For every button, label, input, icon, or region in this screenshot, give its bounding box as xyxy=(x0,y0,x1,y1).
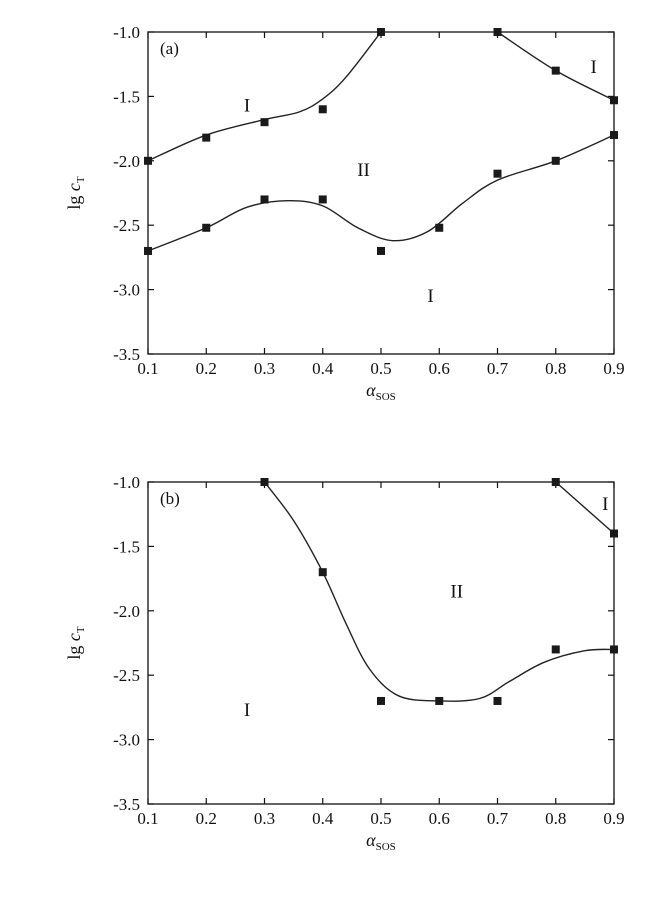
region-label: I xyxy=(244,95,250,116)
y-axis-title-var: c xyxy=(64,633,84,641)
data-point xyxy=(144,246,152,255)
x-axis-title-main: α xyxy=(366,830,376,850)
region-label: II xyxy=(357,160,370,181)
data-point xyxy=(493,28,502,36)
y-tick-label: -1.0 xyxy=(113,23,140,42)
x-axis-title-sub: SOS xyxy=(376,841,396,853)
panel-a-chart: 0.1 0.2 0.3 0.4 0.5 0.6 0.7 0.8 0.9 -1.0 -1.5 -2.0 -… xyxy=(64,23,625,403)
y-axis-title: lg cT xyxy=(64,626,87,660)
x-tick-label: 0.5 xyxy=(370,809,391,828)
y-tick-label: -3.5 xyxy=(113,345,140,364)
y-tick-label: -1.0 xyxy=(113,473,140,492)
data-point xyxy=(610,96,618,105)
panel-label: (a) xyxy=(160,39,179,58)
data-point xyxy=(377,28,385,36)
y-tick-label: -3.5 xyxy=(113,795,140,814)
x-tick-label: 0.1 xyxy=(137,359,158,378)
y-axis-title-main: lg xyxy=(64,641,84,660)
region-label: I xyxy=(602,494,608,515)
x-tick-label: 0.9 xyxy=(603,809,624,828)
data-point xyxy=(435,696,444,705)
plot-frame xyxy=(147,481,615,805)
y-tick-label: -2.5 xyxy=(113,666,140,685)
panel-b-chart: 0.1 0.2 0.3 0.4 0.5 0.6 0.7 0.8 0.9 -1.0 -1.5 -2.0 -… xyxy=(64,473,625,853)
y-tick-label: -1.5 xyxy=(113,537,140,556)
y-tick-label: -3.0 xyxy=(113,731,140,750)
data-point xyxy=(318,568,327,577)
x-tick-label: 0.1 xyxy=(137,809,158,828)
data-point xyxy=(144,156,152,165)
data-point xyxy=(493,696,502,705)
x-tick-label: 0.2 xyxy=(196,809,217,828)
data-point xyxy=(551,645,560,654)
boundary-curve xyxy=(147,134,615,252)
boundary-curve xyxy=(555,481,615,535)
x-tick-label: 0.4 xyxy=(312,359,334,378)
y-tick-label: -3.0 xyxy=(113,281,140,300)
y-axis-title-var: c xyxy=(64,183,84,191)
x-tick-label: 0.6 xyxy=(429,809,450,828)
x-tick-label: 0.4 xyxy=(312,809,334,828)
data-point xyxy=(260,478,269,486)
x-tick-label: 0.7 xyxy=(487,809,509,828)
data-point xyxy=(377,696,385,705)
data-point xyxy=(610,529,618,538)
plot-frame xyxy=(147,31,615,355)
region-label: I xyxy=(590,57,596,78)
x-tick-label: 0.3 xyxy=(254,809,275,828)
x-tick-label: 0.6 xyxy=(429,359,450,378)
y-tick-label: -2.0 xyxy=(113,602,140,621)
x-axis-title-sub: SOS xyxy=(376,391,396,403)
region-label: II xyxy=(450,581,463,602)
x-axis-title-main: α xyxy=(366,380,376,400)
y-tick-label: -2.5 xyxy=(113,216,140,235)
x-tick-label: 0.5 xyxy=(370,359,391,378)
data-point xyxy=(260,195,269,204)
data-point xyxy=(202,133,211,142)
y-axis-title: lg cT xyxy=(64,176,87,210)
data-point xyxy=(318,195,327,204)
data-point xyxy=(610,131,618,140)
boundary-curve xyxy=(263,481,615,702)
x-axis-title: αSOS xyxy=(366,380,396,403)
data-point xyxy=(202,223,211,232)
x-tick-label: 0.8 xyxy=(545,809,566,828)
region-label: I xyxy=(427,286,433,307)
y-tick-label: -2.0 xyxy=(113,152,140,171)
data-point xyxy=(377,246,385,255)
data-point xyxy=(435,223,444,232)
panel-label: (b) xyxy=(160,489,180,508)
data-point xyxy=(318,105,327,114)
y-axis-title-main: lg xyxy=(64,191,84,210)
boundary-curve xyxy=(147,31,382,162)
x-axis-title: αSOS xyxy=(366,830,396,853)
x-tick-label: 0.7 xyxy=(487,359,509,378)
data-point xyxy=(493,169,502,178)
y-tick-label: -1.5 xyxy=(113,87,140,106)
data-point xyxy=(551,478,560,486)
x-tick-label: 0.8 xyxy=(545,359,566,378)
data-point xyxy=(551,66,560,75)
region-label: I xyxy=(244,700,250,721)
x-tick-label: 0.9 xyxy=(603,359,624,378)
x-tick-label: 0.3 xyxy=(254,359,275,378)
x-tick-label: 0.2 xyxy=(196,359,217,378)
data-point xyxy=(551,156,560,165)
data-point xyxy=(610,645,618,654)
y-axis-title-sub: T xyxy=(75,176,87,183)
data-point xyxy=(260,118,269,127)
y-axis-title-sub: T xyxy=(75,626,87,633)
